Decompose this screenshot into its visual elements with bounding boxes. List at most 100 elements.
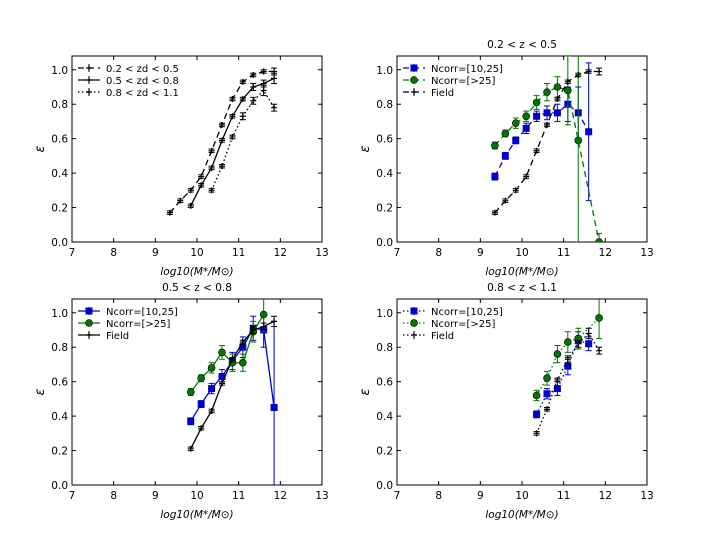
data-point: [553, 83, 562, 91]
data-point: [596, 68, 603, 75]
data-point: [532, 391, 541, 400]
y-tick-label: 0.6: [376, 134, 393, 146]
y-tick-label: 0.4: [376, 411, 393, 423]
chart-title: 0.2 < z < 0.5: [487, 39, 557, 51]
y-axis-label: ε: [358, 388, 373, 395]
x-tick-label: 9: [152, 247, 159, 259]
data-point: [533, 112, 541, 120]
y-tick-label: 0.8: [51, 99, 68, 111]
data-point: [219, 121, 225, 128]
data-point: [512, 136, 520, 144]
data-point: [544, 406, 550, 413]
data-point: [86, 77, 92, 83]
data-point: [271, 75, 278, 82]
y-tick-label: 0.2: [376, 203, 393, 215]
data-point: [219, 380, 225, 387]
x-tick-label: 13: [315, 490, 328, 502]
y-tick-label: 1.0: [376, 308, 393, 320]
series-3: [208, 84, 278, 194]
data-point: [501, 129, 510, 138]
legend-entry: 0.2 < zd < 0.5: [106, 64, 179, 75]
legend-entry: 0.5 < zd < 0.8: [106, 76, 179, 87]
data-point: [166, 209, 173, 216]
data-point: [250, 84, 257, 90]
y-tick-label: 0.2: [51, 203, 68, 215]
series-group: [532, 299, 603, 437]
y-tick-label: 0.6: [51, 377, 68, 389]
legend-entry: Ncorr=[>25]: [431, 319, 496, 330]
data-point: [410, 307, 418, 315]
data-point: [410, 319, 418, 327]
y-tick-label: 0.8: [51, 342, 68, 354]
legend: Ncorr=[10,25]Ncorr=[>25]Field: [78, 307, 178, 342]
data-point: [491, 173, 499, 181]
x-tick-label: 13: [640, 490, 653, 502]
series-group: [166, 67, 278, 216]
data-point: [554, 376, 561, 383]
data-point: [270, 404, 278, 411]
data-point: [564, 86, 572, 95]
series-2: [186, 299, 268, 396]
data-point: [208, 407, 215, 414]
data-point: [219, 163, 225, 170]
data-point: [522, 124, 530, 132]
y-tick-label: 0.0: [51, 237, 68, 249]
y-tick-label: 0.8: [376, 99, 393, 111]
x-tick-label: 10: [515, 247, 528, 259]
data-point: [553, 109, 561, 117]
y-tick-label: 0.0: [376, 480, 393, 492]
data-point: [187, 445, 194, 452]
x-tick-label: 12: [599, 247, 612, 259]
data-point: [585, 330, 592, 337]
data-point: [575, 340, 582, 347]
x-tick-label: 11: [232, 490, 245, 502]
legend-entry: Field: [431, 88, 454, 99]
data-point: [564, 356, 571, 363]
x-tick-label: 11: [232, 247, 245, 259]
series-3: [533, 327, 603, 437]
x-tick-label: 13: [640, 247, 653, 259]
data-point: [229, 356, 236, 363]
data-point: [239, 339, 246, 346]
data-point: [543, 374, 551, 383]
x-tick-label: 10: [190, 490, 203, 502]
data-point: [512, 187, 519, 194]
data-point: [187, 417, 195, 425]
data-point: [198, 173, 205, 180]
data-point: [229, 113, 236, 120]
data-point: [543, 109, 551, 117]
chart-title: 0.5 < z < 0.8: [162, 282, 232, 294]
x-tick-label: 9: [152, 490, 159, 502]
data-point: [543, 88, 551, 96]
y-tick-label: 0.2: [376, 446, 393, 458]
chart-panel-4: 7 8 9 10 11 12 13 0.0 0.2 0.4 0.6 0.8 1.0 log10(M*/M⊙…: [358, 282, 654, 521]
series-2: [532, 299, 603, 402]
data-point: [411, 332, 417, 338]
x-tick-label: 8: [110, 247, 117, 259]
series-1: [533, 331, 593, 419]
data-point: [198, 425, 205, 432]
data-point: [85, 307, 93, 315]
x-tick-label: 11: [557, 247, 570, 259]
data-point: [585, 128, 593, 136]
data-point: [564, 338, 572, 346]
data-point: [533, 410, 541, 418]
data-point: [523, 173, 530, 180]
data-point: [229, 96, 236, 103]
chart-panel-3: 7 8 9 10 11 12 13 0.0 0.2 0.4 0.6 0.8 1.0 log10(M*/M⊙…: [33, 282, 329, 521]
y-tick-label: 0.4: [51, 168, 68, 180]
legend-entry: Ncorr=[10,25]: [106, 307, 178, 318]
x-tick-label: 12: [274, 247, 287, 259]
y-tick-label: 0.0: [51, 480, 68, 492]
x-tick-label: 7: [394, 247, 401, 259]
y-tick-label: 0.4: [376, 168, 393, 180]
data-point: [595, 238, 603, 242]
data-point: [187, 187, 194, 194]
legend: Ncorr=[10,25]Ncorr=[>25]Field: [403, 307, 503, 342]
data-point: [229, 133, 236, 140]
x-tick-label: 8: [435, 247, 442, 259]
y-tick-label: 0.0: [376, 237, 393, 249]
data-point: [250, 97, 257, 104]
data-point: [207, 364, 216, 372]
x-tick-label: 10: [515, 490, 528, 502]
